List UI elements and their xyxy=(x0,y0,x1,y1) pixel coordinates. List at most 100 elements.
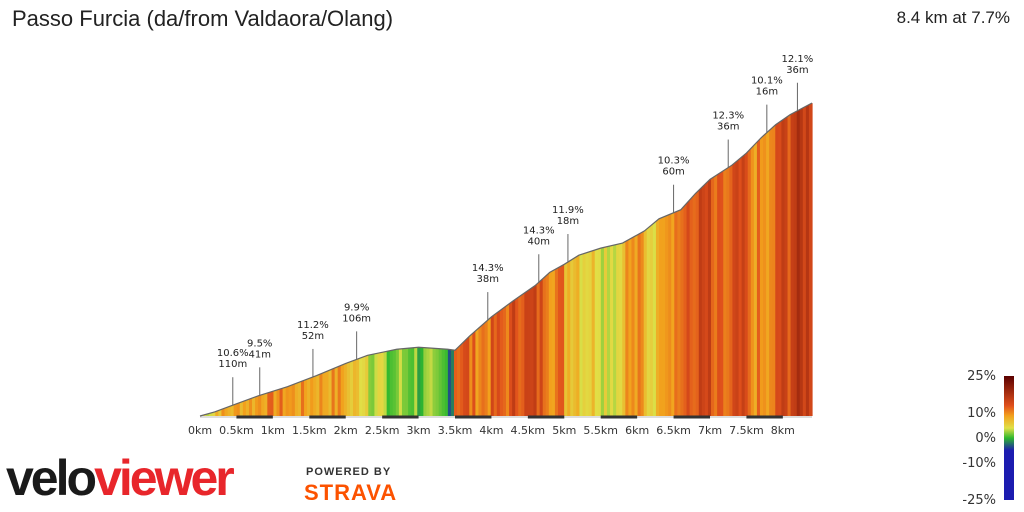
profile-slice xyxy=(781,118,786,416)
profile-slice xyxy=(778,120,782,416)
profile-slice xyxy=(704,181,709,416)
profile-slice xyxy=(325,370,330,416)
profile-slice xyxy=(738,157,743,416)
profile-slice xyxy=(233,403,238,416)
profile-slice xyxy=(499,308,504,416)
profile-slice xyxy=(796,109,801,417)
profile-slice xyxy=(386,350,391,416)
annotation-gradient: 14.3% xyxy=(472,263,504,274)
profile-slice xyxy=(389,350,394,416)
profile-slice xyxy=(671,212,675,416)
logo-velo-text: velo xyxy=(6,450,97,506)
x-tick-label: 5.5km xyxy=(583,424,618,437)
profile-slice xyxy=(646,226,651,416)
profile-slice xyxy=(276,389,281,416)
profile-slice xyxy=(496,310,501,416)
profile-slice xyxy=(591,250,596,416)
profile-slice xyxy=(542,275,547,416)
profile-slice xyxy=(787,114,792,416)
profile-slice xyxy=(236,402,241,416)
legend-label: 25% xyxy=(967,369,996,384)
profile-slice xyxy=(304,379,308,416)
profile-slice xyxy=(469,333,473,416)
profile-slice xyxy=(408,347,412,416)
profile-slice xyxy=(380,351,385,416)
profile-slice xyxy=(218,409,223,416)
strava-logo[interactable]: STRAVA xyxy=(304,480,398,505)
page-title: Passo Furcia (da/from Valdaora/Olang) xyxy=(12,6,394,31)
profile-slice xyxy=(261,393,265,416)
profile-slice xyxy=(524,290,529,416)
profile-slice xyxy=(475,328,480,416)
profile-slice xyxy=(294,382,299,416)
legend-label: -10% xyxy=(962,456,996,471)
profile-slice xyxy=(417,347,421,416)
profile-slice xyxy=(463,339,467,416)
veloviewer-logo[interactable]: veloviewer xyxy=(6,448,235,508)
profile-slice xyxy=(334,366,339,416)
profile-slice xyxy=(316,374,320,416)
profile-slice xyxy=(558,266,562,416)
profile-slice xyxy=(729,164,734,416)
profile-slice xyxy=(245,399,250,416)
profile-slice xyxy=(502,306,507,416)
profile-slice xyxy=(652,221,657,416)
x-tick-label: 4km xyxy=(479,424,503,437)
profile-slice xyxy=(377,352,382,416)
profile-slice xyxy=(594,249,599,416)
profile-slice xyxy=(258,394,262,416)
profile-slice xyxy=(279,388,284,416)
profile-slice xyxy=(597,248,602,416)
annotation-gradient: 12.3% xyxy=(712,111,744,122)
profile-slice xyxy=(805,104,810,416)
annotation-gradient: 11.2% xyxy=(297,320,329,331)
powered-by-label: POWERED BY xyxy=(306,466,392,478)
profile-slice xyxy=(680,206,685,416)
profile-slice xyxy=(405,348,409,416)
profile-slice xyxy=(398,348,403,416)
annotation-gradient: 12.1% xyxy=(782,54,814,65)
profile-slice xyxy=(356,358,360,416)
annotation-gradient: 9.5% xyxy=(247,338,272,349)
logo-viewer-text: viewer xyxy=(94,450,235,506)
profile-slice xyxy=(637,233,642,416)
profile-slice xyxy=(509,301,513,416)
profile-slice xyxy=(255,395,259,416)
profile-slice xyxy=(331,368,336,416)
profile-slice xyxy=(221,408,226,416)
annotation-gradient: 14.3% xyxy=(523,225,555,236)
profile-slice xyxy=(383,351,388,416)
profile-slice xyxy=(784,116,789,416)
profile-slice xyxy=(441,348,446,416)
profile-slice xyxy=(521,293,525,416)
profile-slice xyxy=(756,138,761,416)
annotation-gradient: 10.6% xyxy=(217,348,249,359)
profile-slice xyxy=(561,264,565,416)
profile-slice xyxy=(506,303,510,416)
profile-slice xyxy=(426,347,431,416)
profile-slice xyxy=(224,407,229,416)
profile-slice xyxy=(328,369,333,416)
legend-label: 10% xyxy=(967,406,996,421)
x-tick-label: 3.5km xyxy=(438,424,473,437)
profile-slice xyxy=(585,252,590,416)
profile-slice xyxy=(686,199,691,416)
x-tick-label: 6km xyxy=(625,424,649,437)
gradient-legend-bar xyxy=(1004,376,1014,500)
annotation-length: 18m xyxy=(557,216,579,227)
profile-slice xyxy=(622,241,626,416)
profile-slice xyxy=(466,336,470,416)
annotation-length: 60m xyxy=(662,167,684,178)
x-tick-label: 0.5km xyxy=(219,424,254,437)
profile-slice xyxy=(744,151,749,416)
profile-slice xyxy=(769,127,773,417)
profile-slice xyxy=(285,386,290,416)
profile-slice xyxy=(518,295,522,416)
profile-slice xyxy=(625,239,629,416)
profile-slice xyxy=(695,190,700,416)
x-tick-label: 2km xyxy=(334,424,358,437)
profile-slice xyxy=(447,349,452,416)
profile-slice xyxy=(227,406,232,416)
profile-slice xyxy=(677,209,682,416)
profile-slice xyxy=(460,342,464,416)
